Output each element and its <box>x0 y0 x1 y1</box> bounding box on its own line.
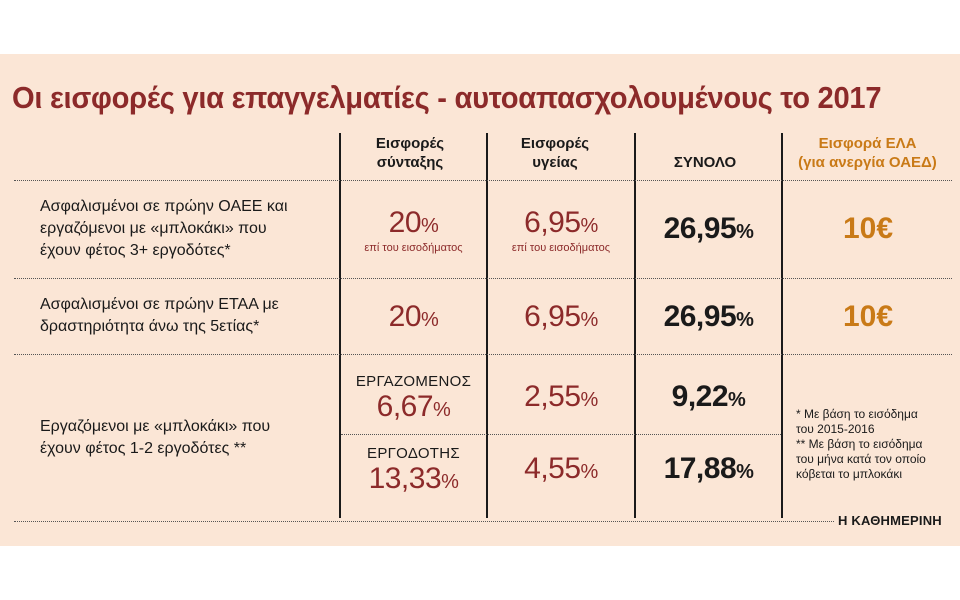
health-value: 6,95 <box>524 206 581 239</box>
divider-v2 <box>486 133 488 518</box>
header-pension: Εισφορές σύνταξης <box>345 134 475 172</box>
header-ela-line1: Εισφορά ΕΛΑ <box>818 135 917 152</box>
separator-row1 <box>14 278 952 279</box>
footnote-line: * Με βάση το εισόδημα <box>796 407 918 421</box>
footnotes: * Με βάση το εισόδημα του 2015-2016 ** Μ… <box>796 407 946 482</box>
cell-pension-etaa: 20% <box>341 301 486 336</box>
header-health: Εισφορές υγείας <box>490 134 620 172</box>
pension-value: 13,33 <box>368 462 442 495</box>
ela-value: 10€ <box>842 300 894 333</box>
divider-v1 <box>339 133 341 518</box>
percent-sign: % <box>580 215 599 237</box>
header-total: ΣΥΝΟΛΟ <box>673 154 737 171</box>
percent-sign: % <box>441 471 459 493</box>
header-ela-line2: (για ανεργία ΟΑΕΔ) <box>798 154 937 171</box>
cell-total-oaee: 26,95% <box>636 213 781 248</box>
cell-ela-oaee: 10€ <box>783 213 953 245</box>
source-credit: Η ΚΑΘΗΜΕΡΙΝΗ <box>838 513 942 528</box>
cell-health-etaa: 6,95% <box>488 301 634 336</box>
ela-value: 10€ <box>842 212 894 245</box>
row-label-blokaki: Εργαζόμενοι με «μπλοκάκι» που έχουν φέτο… <box>40 416 330 460</box>
cell-total-etaa: 26,95% <box>636 301 781 336</box>
row-label-etaa: Ασφαλισμένοι σε πρώην ΕΤΑΑ με δραστηριότ… <box>40 294 330 338</box>
header-health-line2: υγείας <box>532 154 578 171</box>
total-value: 26,95 <box>663 300 737 333</box>
row-label-line: δραστηριότητα άνω της 5ετίας* <box>40 318 260 335</box>
footnote-line: κόβεται το μπλοκάκι <box>796 467 903 481</box>
separator-row2 <box>14 354 952 355</box>
percent-sign: % <box>728 389 746 411</box>
row-label-line: έχουν φέτος 3+ εργοδότες* <box>40 242 231 259</box>
infographic-title: Οι εισφορές για επαγγελματίες - αυτοαπασ… <box>12 80 882 115</box>
percent-sign: % <box>421 215 439 237</box>
footnote-line: του μήνα κατά τον οποίο <box>796 452 926 466</box>
total-value: 9,22 <box>671 380 729 413</box>
row-label-line: εργαζόμενοι με «μπλοκάκι» που <box>40 220 267 237</box>
cell-pension-oaee: 20% επί του εισοδήματος <box>341 207 486 255</box>
percent-sign: % <box>433 399 451 421</box>
health-value: 6,95 <box>524 300 581 333</box>
health-value: 4,55 <box>524 452 581 485</box>
footnote-line: του 2015-2016 <box>796 422 875 436</box>
percent-sign: % <box>580 389 599 411</box>
total-value: 17,88 <box>663 452 737 485</box>
cell-pension-employer: ΕΡΓΟΔΟΤΗΣ 13,33% <box>341 445 486 498</box>
cell-ela-etaa: 10€ <box>783 301 953 333</box>
cell-total-employee: 9,22% <box>636 381 781 416</box>
footnote-line: ** Με βάση το εισόδημα <box>796 437 923 451</box>
cell-total-employer: 17,88% <box>636 453 781 488</box>
pension-value: 20 <box>388 206 422 239</box>
divider-v3 <box>634 133 636 518</box>
percent-sign: % <box>580 461 599 483</box>
header-pension-line1: Εισφορές <box>375 135 445 152</box>
divider-v4 <box>781 133 783 518</box>
percent-sign: % <box>580 309 599 331</box>
row-label-line: Εργαζόμενοι με «μπλοκάκι» που <box>40 418 271 435</box>
row-label-line: Ασφαλισμένοι σε πρώην ΟΑΕΕ και <box>40 198 288 215</box>
health-value: 2,55 <box>524 380 581 413</box>
source-separator <box>14 521 834 522</box>
percent-sign: % <box>421 309 439 331</box>
header-ela: Εισφορά ΕΛΑ (για ανεργία ΟΑΕΔ) <box>780 134 955 172</box>
cell-health-oaee: 6,95% επί του εισοδήματος <box>488 207 634 255</box>
role-label: ΕΡΓΑΖΟΜΕΝΟΣ <box>355 373 472 390</box>
cell-health-employee: 2,55% <box>488 381 634 416</box>
pension-note: επί του εισοδήματος <box>364 242 463 254</box>
header-health-line1: Εισφορές <box>520 135 590 152</box>
health-note: επί του εισοδήματος <box>511 242 611 254</box>
cell-pension-employee: ΕΡΓΑΖΟΜΕΝΟΣ 6,67% <box>341 373 486 426</box>
header-pension-line2: σύνταξης <box>376 154 444 171</box>
pension-value: 20 <box>388 300 422 333</box>
role-label: ΕΡΓΟΔΟΤΗΣ <box>367 445 460 462</box>
infographic-panel <box>0 54 960 546</box>
percent-sign: % <box>736 461 754 483</box>
separator-subrow <box>341 434 781 435</box>
cell-health-employer: 4,55% <box>488 453 634 488</box>
pension-value: 6,67 <box>376 390 434 423</box>
row-label-oaee: Ασφαλισμένοι σε πρώην ΟΑΕΕ και εργαζόμεν… <box>40 196 330 262</box>
row-label-line: έχουν φέτος 1-2 εργοδότες ** <box>40 440 247 457</box>
total-value: 26,95 <box>663 212 737 245</box>
separator-header <box>14 180 952 181</box>
percent-sign: % <box>736 309 754 331</box>
percent-sign: % <box>736 221 754 243</box>
row-label-line: Ασφαλισμένοι σε πρώην ΕΤΑΑ με <box>40 296 279 313</box>
